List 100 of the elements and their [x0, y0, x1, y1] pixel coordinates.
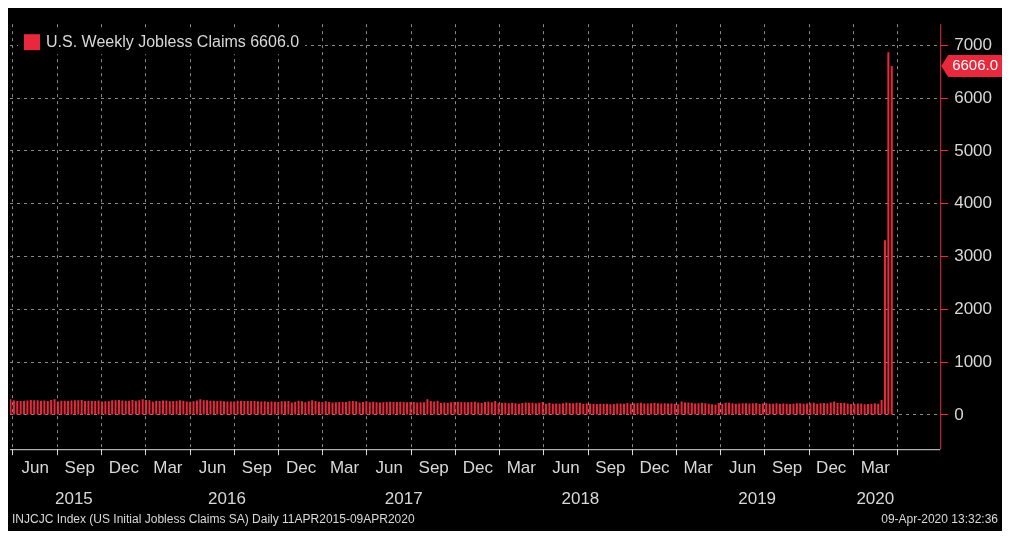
bar — [602, 403, 605, 415]
bar — [195, 400, 198, 415]
bar — [314, 400, 317, 415]
bar — [873, 403, 876, 415]
bar — [633, 403, 636, 415]
bar — [524, 402, 527, 415]
bar — [890, 66, 893, 415]
bar — [622, 403, 626, 415]
bar — [148, 400, 151, 415]
bar — [819, 403, 822, 415]
bar — [534, 403, 537, 415]
bar — [10, 399, 12, 415]
y-tick-label: 0 — [954, 404, 964, 424]
bar — [500, 402, 503, 415]
bar — [56, 401, 59, 415]
bar — [182, 400, 185, 415]
bar — [209, 400, 212, 415]
bar — [378, 402, 381, 415]
bar — [114, 400, 117, 415]
bar — [226, 401, 229, 415]
bar — [33, 400, 36, 415]
bar — [670, 403, 673, 415]
bar — [473, 401, 476, 415]
bar — [26, 400, 29, 415]
x2-tick-label: 2018 — [561, 489, 600, 509]
bar — [155, 400, 158, 415]
bar — [97, 400, 100, 415]
bar — [433, 401, 436, 415]
bar — [599, 403, 602, 415]
x-tick-label: Dec — [639, 458, 671, 478]
x2-tick-label: 2015 — [55, 489, 93, 509]
bar — [561, 403, 564, 415]
bar — [877, 403, 880, 415]
bar — [246, 401, 249, 415]
bar — [490, 402, 493, 415]
y-tick-label: 2000 — [954, 298, 993, 318]
bar — [297, 400, 300, 415]
bar — [748, 403, 751, 415]
bar — [775, 403, 778, 415]
x-tick-label: Dec — [462, 458, 494, 478]
bar — [426, 399, 429, 415]
bar — [528, 402, 531, 415]
bar — [267, 401, 270, 415]
x-tick-label: Sep — [595, 458, 626, 478]
bar — [636, 403, 639, 415]
bar — [351, 401, 354, 415]
bar — [60, 400, 63, 415]
bar — [223, 401, 226, 415]
bar — [294, 401, 297, 415]
bar — [358, 402, 361, 415]
bar — [870, 403, 873, 415]
bar — [29, 400, 32, 415]
bar — [609, 404, 612, 415]
bar — [185, 401, 188, 415]
bar — [646, 403, 649, 415]
bar — [199, 399, 202, 415]
bar — [138, 400, 141, 415]
x-tick-label: Jun — [375, 458, 403, 478]
y-tick-label: 3000 — [954, 246, 993, 266]
bar — [514, 403, 517, 415]
bar — [592, 403, 595, 415]
y-tick-label: 6000 — [954, 87, 993, 107]
bar — [558, 403, 561, 415]
bar — [158, 401, 161, 415]
bar — [385, 402, 388, 415]
bar — [36, 400, 39, 415]
bar — [511, 402, 514, 415]
bar — [345, 402, 348, 415]
bar — [772, 403, 775, 415]
bar — [80, 400, 83, 415]
x-tick-label: Jun — [552, 458, 580, 478]
bar — [361, 401, 365, 415]
bar — [867, 404, 870, 415]
bar — [850, 403, 853, 415]
bar — [697, 403, 700, 415]
bar — [239, 400, 242, 415]
bar — [768, 403, 771, 415]
bar — [744, 403, 748, 415]
x2-tick-label: 2020 — [856, 489, 895, 509]
bar — [816, 403, 819, 415]
bar — [833, 401, 836, 415]
bar — [799, 403, 802, 415]
bar — [280, 401, 283, 415]
bar — [446, 402, 449, 415]
bar — [107, 401, 110, 415]
bar — [212, 400, 215, 415]
bar — [284, 401, 287, 415]
x2-tick-label: 2017 — [384, 489, 423, 509]
bar — [395, 402, 398, 415]
y-tick-label: 1000 — [954, 351, 993, 371]
bar — [341, 401, 344, 415]
bar — [480, 402, 483, 415]
x-tick-label: Dec — [816, 458, 847, 478]
bar — [860, 403, 863, 415]
bar — [755, 402, 758, 415]
bar — [487, 401, 490, 415]
text: 6606.0 — [952, 56, 999, 74]
bar — [843, 402, 846, 415]
bar — [568, 403, 571, 415]
bar — [456, 401, 459, 415]
